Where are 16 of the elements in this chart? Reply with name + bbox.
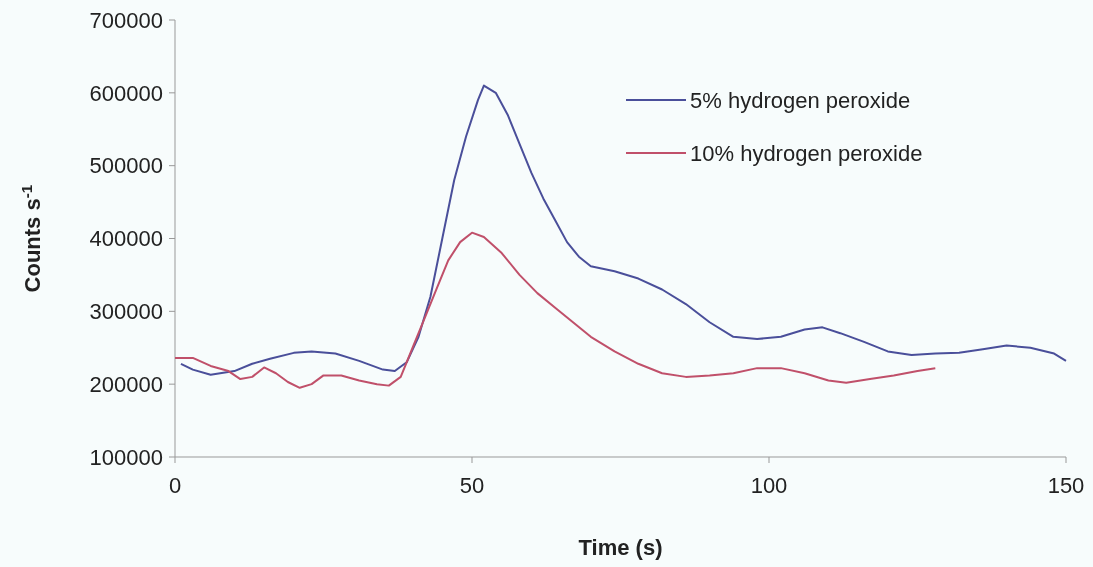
line-series bbox=[179, 84, 1067, 376]
y-tick-label: 200000 bbox=[89, 371, 163, 397]
y-tick-label: 300000 bbox=[89, 299, 163, 325]
y-tick-label: 700000 bbox=[89, 7, 163, 33]
x-axis-title: Time (s) bbox=[578, 535, 663, 560]
x-tick-label: 0 bbox=[168, 473, 182, 498]
line-series bbox=[174, 231, 937, 389]
legend-label: 5% hydrogen peroxide bbox=[690, 87, 911, 113]
x-tick-label: 150 bbox=[1047, 473, 1085, 498]
x-tick-label: 50 bbox=[459, 473, 485, 498]
y-tick-label: 400000 bbox=[89, 226, 163, 252]
y-tick-label: 500000 bbox=[89, 153, 163, 179]
legend-label: 10% hydrogen peroxide bbox=[690, 140, 923, 166]
y-tick-label: 100000 bbox=[89, 444, 163, 470]
x-tick-label: 100 bbox=[750, 473, 788, 498]
y-tick-label: 600000 bbox=[89, 80, 163, 106]
